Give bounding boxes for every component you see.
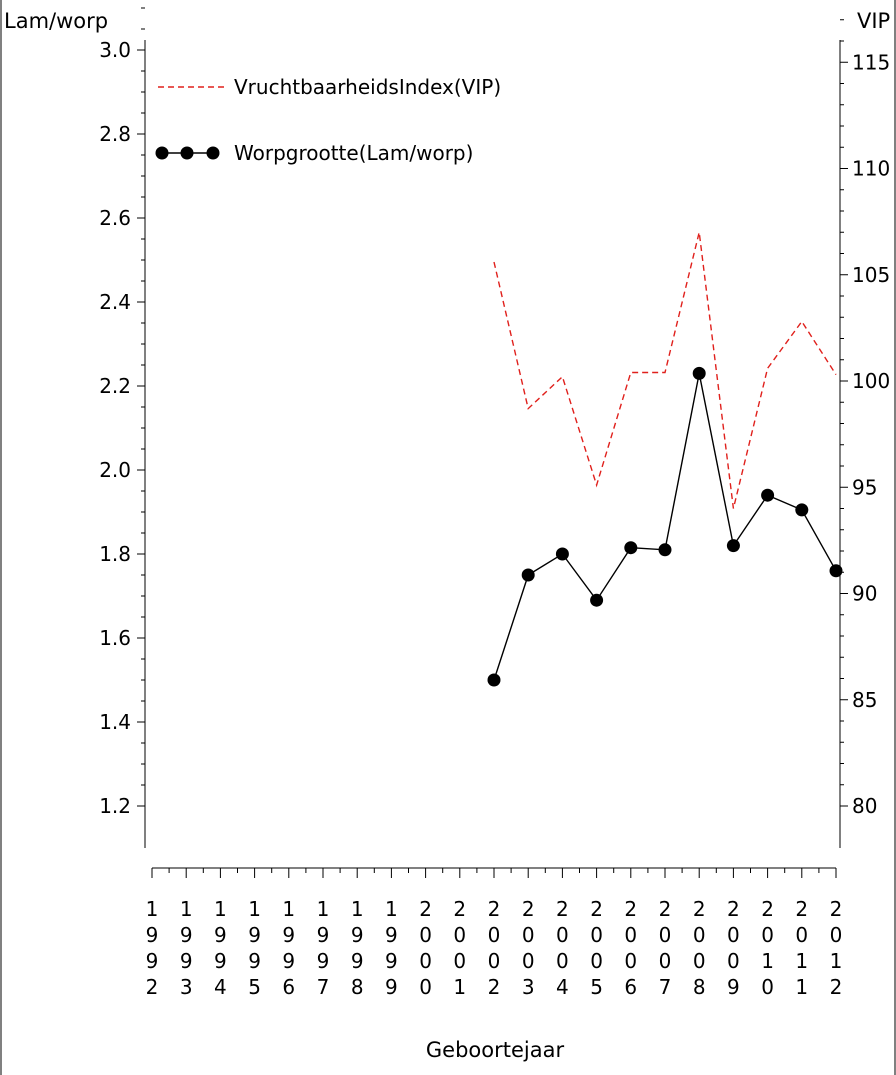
worpgrootte-data-point bbox=[590, 593, 604, 607]
right-tick-label: 115 bbox=[852, 50, 890, 74]
right-tick-label: 105 bbox=[852, 263, 890, 287]
worpgrootte-data-point bbox=[487, 673, 501, 687]
left-tick-label: 2.6 bbox=[99, 206, 131, 230]
left-tick-label: 2.2 bbox=[99, 374, 131, 398]
worpgrootte-data-point bbox=[658, 543, 672, 557]
right-tick-label: 100 bbox=[852, 369, 890, 393]
left-axis-title: Lam/worp bbox=[4, 9, 108, 33]
right-axis-title: VIP bbox=[857, 9, 890, 33]
left-tick-label: 2.0 bbox=[99, 458, 131, 482]
legend-vip-label: VruchtbaarheidsIndex(VIP) bbox=[234, 75, 501, 99]
worpgrootte-series-line bbox=[493, 373, 837, 681]
worpgrootte-data-point bbox=[555, 547, 569, 561]
worpgrootte-data-point bbox=[726, 539, 740, 553]
right-y-axis: 80859095100105110115120 bbox=[840, 19, 890, 818]
worpgrootte-data-point bbox=[795, 503, 809, 517]
left-tick-label: 3.0 bbox=[99, 38, 131, 62]
worpgrootte-data-point bbox=[829, 564, 843, 578]
left-tick-label: 1.2 bbox=[99, 794, 131, 818]
right-tick-label: 110 bbox=[852, 157, 890, 181]
worpgrootte-data-point bbox=[692, 366, 706, 380]
legend-worpgrootte-marker bbox=[180, 146, 194, 160]
left-tick-label: 1.6 bbox=[99, 626, 131, 650]
x-axis: 1 9 9 2 1 9 9 3 1 9 9 4 1 9 9 5 1 9 9 6 1 9 9 7 1 9 9 8 1 9 9 9 2 0 0 0 2 0 0 1… bbox=[146, 868, 843, 999]
legend-worpgrootte-marker bbox=[206, 146, 220, 160]
worpgrootte-data-point bbox=[521, 568, 535, 582]
legend: VruchtbaarheidsIndex(VIP) Worpgrootte(Lam… bbox=[155, 75, 501, 165]
right-tick-label: 80 bbox=[852, 794, 877, 818]
series-layer bbox=[487, 232, 843, 687]
legend-worpgrootte-marker bbox=[155, 146, 169, 160]
left-tick-label: 2.4 bbox=[99, 290, 131, 314]
left-tick-label: 1.8 bbox=[99, 542, 131, 566]
legend-worpgrootte-label: Worpgrootte(Lam/worp) bbox=[234, 141, 473, 165]
left-y-axis: 1.21.41.61.82.02.22.42.62.83.03.2 bbox=[99, 7, 145, 818]
x-axis-title: Geboortejaar bbox=[426, 1038, 565, 1062]
left-tick-label: 2.8 bbox=[99, 122, 131, 146]
worpgrootte-data-point bbox=[761, 488, 775, 502]
right-tick-label: 95 bbox=[852, 475, 877, 499]
right-tick-label: 90 bbox=[852, 582, 877, 606]
worpgrootte-data-point bbox=[624, 541, 638, 555]
right-tick-label: 85 bbox=[852, 688, 877, 712]
vip-series-line bbox=[493, 232, 837, 509]
left-tick-label: 1.4 bbox=[99, 710, 131, 734]
